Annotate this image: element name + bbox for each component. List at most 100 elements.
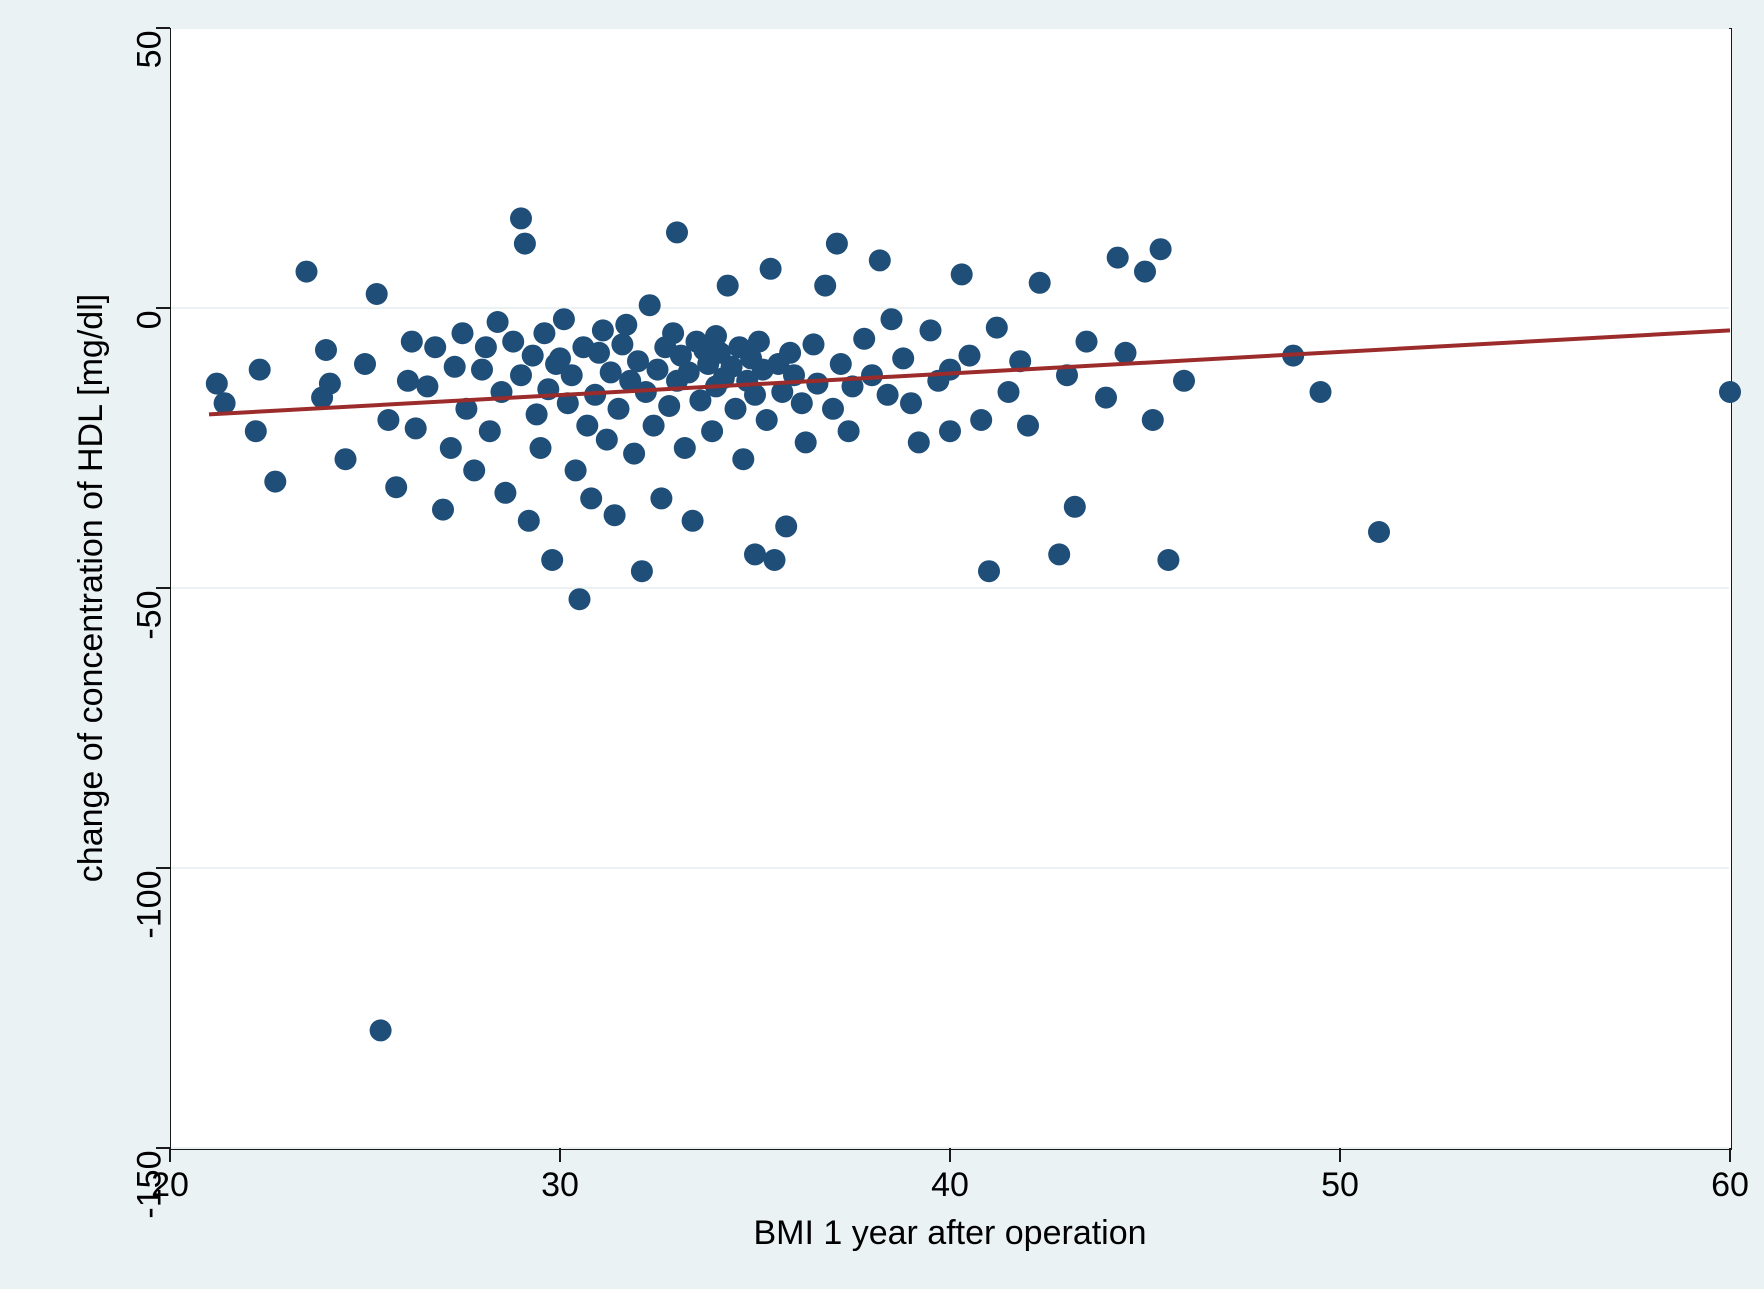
data-point	[471, 359, 493, 381]
y-tick-label: 50	[131, 31, 170, 69]
data-point	[463, 459, 485, 481]
data-point	[576, 415, 598, 437]
data-point	[764, 549, 786, 571]
data-point	[444, 356, 466, 378]
data-point	[424, 336, 446, 358]
data-point	[1048, 543, 1070, 565]
data-point	[401, 331, 423, 353]
data-point	[377, 409, 399, 431]
data-point	[510, 207, 532, 229]
data-point	[939, 420, 961, 442]
data-point	[249, 359, 271, 381]
data-point	[600, 361, 622, 383]
data-point	[264, 471, 286, 493]
data-point	[514, 233, 536, 255]
data-point	[658, 395, 680, 417]
data-point	[814, 275, 836, 297]
data-point	[674, 437, 696, 459]
data-point	[631, 560, 653, 582]
data-point	[760, 258, 782, 280]
data-point	[853, 328, 875, 350]
data-point	[604, 504, 626, 526]
data-point	[615, 314, 637, 336]
data-point	[1368, 521, 1390, 543]
data-point	[830, 353, 852, 375]
x-axis-label: BMI 1 year after operation	[170, 1214, 1730, 1253]
data-point	[744, 384, 766, 406]
data-point	[900, 392, 922, 414]
data-point	[366, 283, 388, 305]
data-point	[315, 339, 337, 361]
data-point	[1150, 238, 1172, 260]
data-point	[1157, 549, 1179, 571]
data-point	[998, 381, 1020, 403]
x-tick-label: 50	[1310, 1166, 1370, 1205]
data-point	[206, 373, 228, 395]
data-point	[596, 429, 618, 451]
data-point	[717, 275, 739, 297]
data-point	[959, 345, 981, 367]
data-point	[939, 359, 961, 381]
data-point	[385, 476, 407, 498]
data-point	[701, 420, 723, 442]
data-point	[416, 375, 438, 397]
data-point	[775, 515, 797, 537]
data-point	[1115, 342, 1137, 364]
data-point	[319, 373, 341, 395]
data-point	[354, 353, 376, 375]
chart-container: BMI 1 year after operation change of con…	[0, 0, 1764, 1289]
data-point	[553, 308, 575, 330]
data-point	[397, 370, 419, 392]
data-point	[881, 308, 903, 330]
data-point	[1134, 261, 1156, 283]
data-point	[1029, 272, 1051, 294]
data-point	[530, 437, 552, 459]
x-tick-label: 60	[1700, 1166, 1760, 1205]
data-point	[951, 263, 973, 285]
data-point	[756, 409, 778, 431]
data-point	[623, 443, 645, 465]
data-point	[335, 448, 357, 470]
data-point	[826, 233, 848, 255]
data-point	[561, 364, 583, 386]
data-point	[475, 336, 497, 358]
data-point	[510, 364, 532, 386]
data-point	[748, 331, 770, 353]
data-point	[588, 342, 610, 364]
data-point	[682, 510, 704, 532]
data-point	[533, 322, 555, 344]
data-point	[920, 319, 942, 341]
data-point	[245, 420, 267, 442]
y-axis-label: change of concentration of HDL [mg/dl]	[72, 28, 111, 1148]
data-point	[611, 333, 633, 355]
y-tick-label: -100	[131, 871, 170, 939]
data-point	[1107, 247, 1129, 269]
data-point	[908, 431, 930, 453]
data-point	[1064, 496, 1086, 518]
data-point	[725, 398, 747, 420]
data-point	[518, 510, 540, 532]
data-point	[592, 319, 614, 341]
data-point	[678, 361, 700, 383]
data-point	[1142, 409, 1164, 431]
data-point	[494, 482, 516, 504]
data-point	[479, 420, 501, 442]
y-tick-label: -50	[131, 591, 170, 640]
data-point	[744, 543, 766, 565]
data-point	[779, 342, 801, 364]
data-point	[877, 384, 899, 406]
data-point	[869, 249, 891, 271]
data-point	[1095, 387, 1117, 409]
data-point	[1173, 370, 1195, 392]
data-point	[666, 221, 688, 243]
data-point	[986, 317, 1008, 339]
data-point	[214, 392, 236, 414]
chart-svg	[0, 0, 1764, 1289]
data-point	[795, 431, 817, 453]
data-point	[452, 322, 474, 344]
data-point	[838, 420, 860, 442]
data-point	[806, 373, 828, 395]
y-tick-label: -150	[131, 1151, 170, 1219]
data-point	[650, 487, 672, 509]
data-point	[522, 345, 544, 367]
